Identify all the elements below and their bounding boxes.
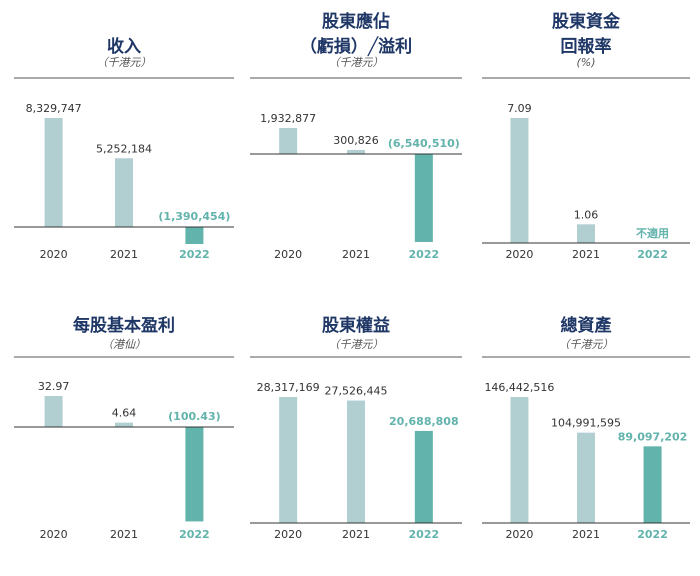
bar-2022	[414, 430, 433, 523]
value-label-2020: 7.09	[507, 102, 532, 115]
bar-2020	[279, 397, 298, 523]
bar-2021	[577, 432, 595, 523]
value-label-2021: 1.06	[574, 208, 599, 221]
bar-2022	[185, 427, 204, 522]
year-label-2022: 2022	[179, 248, 210, 261]
chart-unit-4: （港仙）	[102, 338, 146, 351]
year-label-2020: 2020	[505, 528, 533, 541]
year-label-2021: 2021	[572, 248, 600, 261]
chart-title-3: 股東資金	[552, 11, 621, 32]
bar-2021	[347, 149, 365, 154]
bar-2020	[510, 118, 529, 243]
year-label-2022: 2022	[409, 528, 440, 541]
bar-2020	[44, 396, 63, 427]
chart-unit-3: (%)	[576, 56, 595, 69]
year-label-2020: 2020	[40, 528, 68, 541]
value-label-2022: (6,540,510)	[388, 137, 460, 150]
chart-unit-2: （千港元）	[329, 56, 384, 69]
chart-title-5: 股東權益	[322, 315, 390, 336]
bar-2020	[510, 397, 529, 523]
value-label-2020: 32.97	[38, 380, 70, 393]
chart-title-6: 總資產	[561, 315, 612, 336]
value-label-2021: 4.64	[112, 407, 137, 420]
chart-title-3: 回報率	[561, 36, 612, 57]
value-label-2020: 146,442,516	[484, 381, 554, 394]
bar-2020	[279, 128, 298, 154]
year-label-2021: 2021	[342, 528, 370, 541]
bar-2021	[115, 422, 133, 427]
value-label-2021: 104,991,595	[551, 417, 621, 430]
chart-unit-6: （千港元）	[559, 338, 614, 351]
year-label-2021: 2021	[110, 248, 138, 261]
year-label-2022: 2022	[637, 528, 668, 541]
bar-2021	[347, 400, 365, 523]
value-label-2022: 不適用	[636, 226, 669, 240]
year-label-2020: 2020	[505, 248, 533, 261]
bar-2022	[185, 227, 204, 244]
value-label-2020: 28,317,169	[257, 381, 320, 394]
value-label-2022: (100.43)	[168, 410, 221, 423]
bar-2021	[115, 158, 133, 227]
year-label-2021: 2021	[342, 248, 370, 261]
year-label-2021: 2021	[572, 528, 600, 541]
value-label-2022: 20,688,808	[389, 415, 459, 428]
bar-2020	[44, 118, 63, 227]
chart-title-1: 收入	[107, 36, 141, 57]
chart-title-2: 股東應佔	[322, 11, 390, 32]
bar-2021	[577, 224, 595, 243]
value-label-2021: 300,826	[333, 134, 379, 147]
bar-2022	[643, 446, 662, 523]
chart-unit-5: （千港元）	[329, 338, 384, 351]
year-label-2021: 2021	[110, 528, 138, 541]
year-label-2020: 2020	[40, 248, 68, 261]
value-label-2020: 8,329,747	[26, 102, 82, 115]
year-label-2020: 2020	[274, 528, 302, 541]
value-label-2021: 5,252,184	[96, 142, 152, 155]
year-label-2022: 2022	[637, 248, 668, 261]
bar-2022	[414, 154, 433, 242]
year-label-2022: 2022	[179, 528, 210, 541]
year-label-2022: 2022	[409, 248, 440, 261]
value-label-2022: (1,390,454)	[158, 210, 230, 223]
chart-title-2: （虧損）╱溢利	[300, 36, 412, 57]
value-label-2022: 89,097,202	[618, 430, 688, 443]
year-label-2020: 2020	[274, 248, 302, 261]
value-label-2020: 1,932,877	[260, 112, 316, 125]
value-label-2021: 27,526,445	[325, 385, 388, 398]
chart-title-4: 每股基本盈利	[73, 315, 175, 336]
chart-unit-1: （千港元）	[97, 56, 152, 69]
